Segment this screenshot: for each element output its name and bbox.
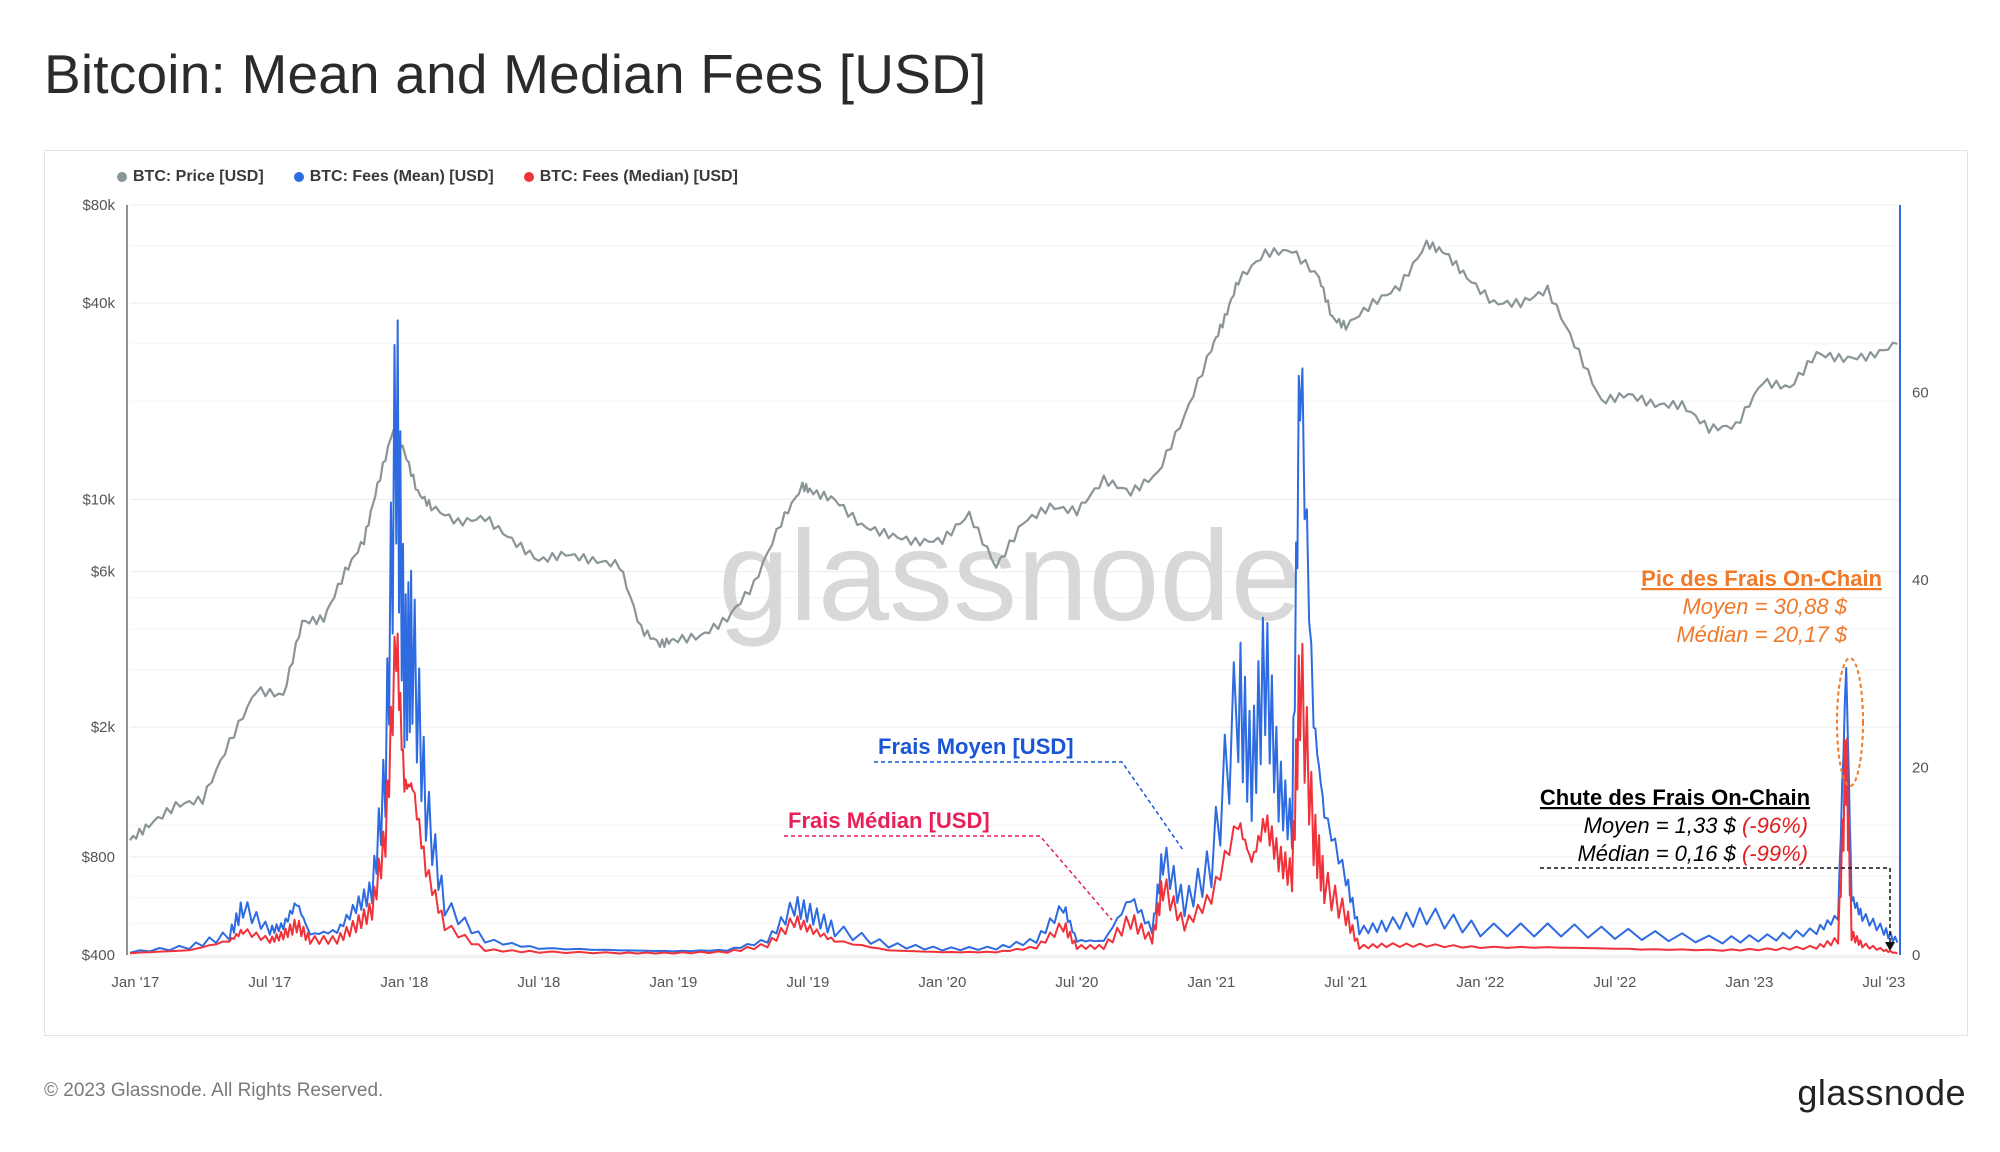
mean-annotation-label: Frais Moyen [USD] [878, 734, 1074, 759]
peak-annotation-mean: Moyen = 30,88 $ [1682, 594, 1847, 619]
drop-annotation-median: Médian = 0,16 $ (-99%) [1577, 841, 1808, 866]
drop-annotation-title: Chute des Frais On-Chain [1540, 785, 1810, 810]
x-tick-label: Jan '19 [649, 974, 697, 991]
annotation-layer: Frais Moyen [USD] Frais Médian [USD] Pic… [784, 566, 1895, 951]
mean-leader-line [874, 761, 1184, 851]
legend-item-price[interactable]: BTC: Price [USD] [117, 168, 264, 186]
axes-layer: $400 $800 $2k $6k $10k $40k $80k 0 20 40 60 Jan '17… [82, 197, 1929, 991]
drop-bracket-line [1540, 867, 1891, 950]
legend-label-median: BTC: Fees (Median) [USD] [539, 168, 738, 185]
peak-highlight-ellipse [1836, 657, 1864, 787]
legend-label-mean: BTC: Fees (Mean) [USD] [309, 168, 494, 185]
drop-median-pct: (-99%) [1742, 841, 1808, 866]
x-tick-label: Jul '18 [517, 974, 560, 991]
y-right-tick-label: 0 [1912, 947, 1920, 964]
y-left-tick-label: $10k [82, 491, 115, 508]
legend-dot-mean [293, 172, 304, 182]
y-left-tick-label: $800 [82, 849, 115, 866]
series-fees-mean-line [129, 319, 1899, 954]
x-tick-label: Jan '20 [918, 974, 966, 991]
y-left-tick-label: $2k [91, 719, 116, 736]
y-right-tick-label: 40 [1912, 572, 1929, 589]
y-left-tick-label: $80k [82, 197, 115, 214]
drop-mean-pct: (-96%) [1742, 813, 1808, 838]
watermark-text: glassnode [718, 505, 1302, 648]
legend-dot-median [523, 172, 534, 182]
y-left-tick-label: $6k [91, 564, 116, 581]
chart-legend: BTC: Price [USD] BTC: Fees (Mean) [USD] … [117, 168, 738, 186]
drop-annotation-mean: Moyen = 1,33 $ (-96%) [1584, 813, 1808, 838]
footer-copyright: © 2023 Glassnode. All Rights Reserved. [44, 1080, 384, 1101]
x-tick-label: Jul '23 [1862, 974, 1905, 991]
x-tick-label: Jul '22 [1593, 974, 1636, 991]
legend-item-median[interactable]: BTC: Fees (Median) [USD] [523, 168, 738, 186]
peak-annotation-median: Médian = 20,17 $ [1676, 622, 1847, 647]
series-fees-median-line [129, 632, 1898, 955]
x-tick-label: Jul '19 [786, 974, 829, 991]
x-tick-label: Jan '22 [1456, 974, 1504, 991]
drop-arrow-head [1885, 942, 1895, 951]
drop-mean-value: Moyen = 1,33 $ [1584, 813, 1737, 838]
page-title: Bitcoin: Mean and Median Fees [USD] [44, 43, 987, 105]
x-tick-label: Jul '21 [1324, 974, 1367, 991]
x-tick-label: Jan '21 [1187, 974, 1235, 991]
x-tick-label: Jan '18 [380, 974, 428, 991]
peak-annotation-title: Pic des Frais On-Chain [1641, 566, 1882, 591]
legend-item-mean[interactable]: BTC: Fees (Mean) [USD] [293, 168, 494, 186]
glassnode-logo[interactable]: glassnode [1797, 1072, 1966, 1113]
median-annotation-label: Frais Médian [USD] [788, 808, 990, 833]
x-tick-label: Jan '23 [1725, 974, 1773, 991]
y-right-tick-label: 60 [1912, 385, 1929, 402]
x-tick-label: Jul '20 [1055, 974, 1098, 991]
drop-median-value: Médian = 0,16 $ [1577, 841, 1736, 866]
legend-dot-price [117, 172, 127, 182]
x-tick-label: Jan '17 [111, 974, 159, 991]
legend-label-price: BTC: Price [USD] [133, 168, 264, 185]
series-layer [129, 239, 1899, 955]
y-right-tick-label: 20 [1912, 760, 1929, 777]
y-left-tick-label: $400 [82, 947, 115, 964]
x-tick-label: Jul '17 [248, 974, 291, 991]
median-leader-line [784, 835, 1113, 921]
chart-frame [44, 150, 1968, 1036]
y-left-tick-label: $40k [82, 295, 115, 312]
